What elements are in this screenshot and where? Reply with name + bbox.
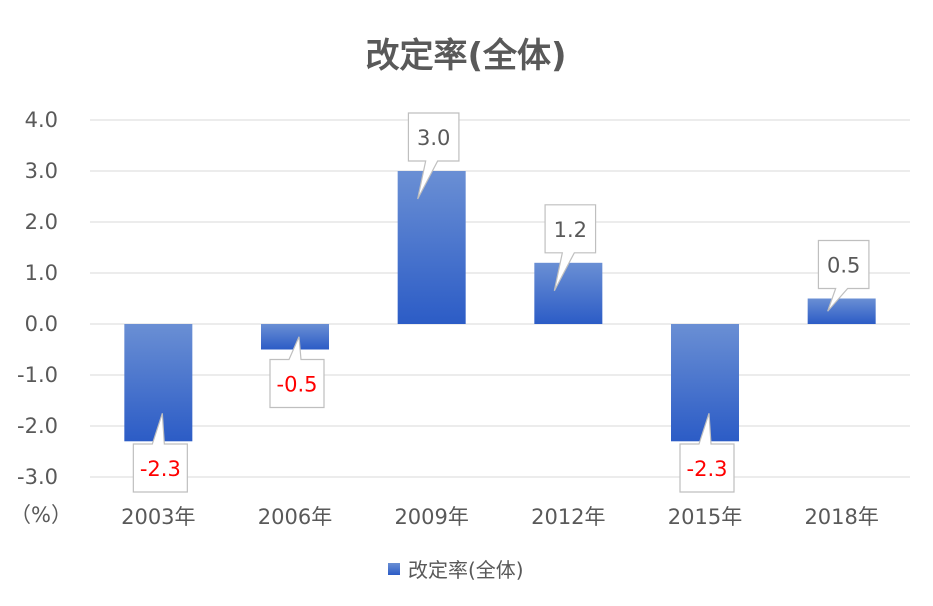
data-label-callout	[817, 239, 870, 312]
data-label-value: -2.3	[140, 457, 181, 481]
y-tick-label: -3.0	[17, 465, 58, 489]
data-label-value: 3.0	[417, 126, 450, 150]
x-category-label: 2003年	[121, 505, 195, 529]
legend-label: 改定率(全体)	[408, 558, 524, 582]
y-tick-label: -1.0	[17, 363, 58, 387]
legend-swatch	[388, 563, 400, 575]
bar	[397, 171, 466, 324]
data-label-value: 1.2	[554, 218, 587, 242]
data-label-callout	[679, 413, 735, 493]
bar	[534, 262, 603, 324]
bar	[671, 324, 739, 442]
data-label-callout	[544, 204, 597, 292]
x-category-label: 2009年	[394, 505, 468, 529]
y-axis-ticks: 4.0 3.0 2.0 1.0 0.0 -1.0 -2.0 -3.0	[17, 108, 58, 489]
data-label-callout	[269, 336, 325, 409]
grid-lines	[90, 119, 910, 478]
y-tick-label: 1.0	[25, 261, 58, 285]
legend: 改定率(全体)	[388, 558, 524, 582]
bar	[124, 324, 193, 442]
y-tick-label: -2.0	[17, 414, 58, 438]
y-axis-unit-label: （%）	[10, 503, 72, 527]
y-tick-label: 3.0	[25, 159, 58, 183]
data-label-value: -0.5	[277, 373, 318, 397]
x-axis-categories: 2003年 2006年 2009年 2012年 2015年 2018年	[121, 505, 879, 529]
data-label-callout	[407, 112, 460, 200]
y-tick-label: 4.0	[25, 108, 58, 132]
bars	[124, 171, 876, 442]
data-labels: -2.3 -0.5 3.0 1.2 -2.3 0.5	[132, 112, 870, 493]
x-category-label: 2006年	[258, 505, 332, 529]
bar	[807, 298, 876, 324]
data-label-value: -2.3	[687, 457, 728, 481]
data-label-value: 0.5	[827, 254, 860, 278]
x-category-label: 2012年	[531, 505, 605, 529]
y-tick-label: 0.0	[25, 312, 58, 336]
x-category-label: 2015年	[668, 505, 742, 529]
data-label-callout	[132, 413, 188, 493]
x-category-label: 2018年	[804, 505, 878, 529]
chart-title: 改定率(全体)	[365, 36, 566, 76]
y-tick-label: 2.0	[25, 210, 58, 234]
